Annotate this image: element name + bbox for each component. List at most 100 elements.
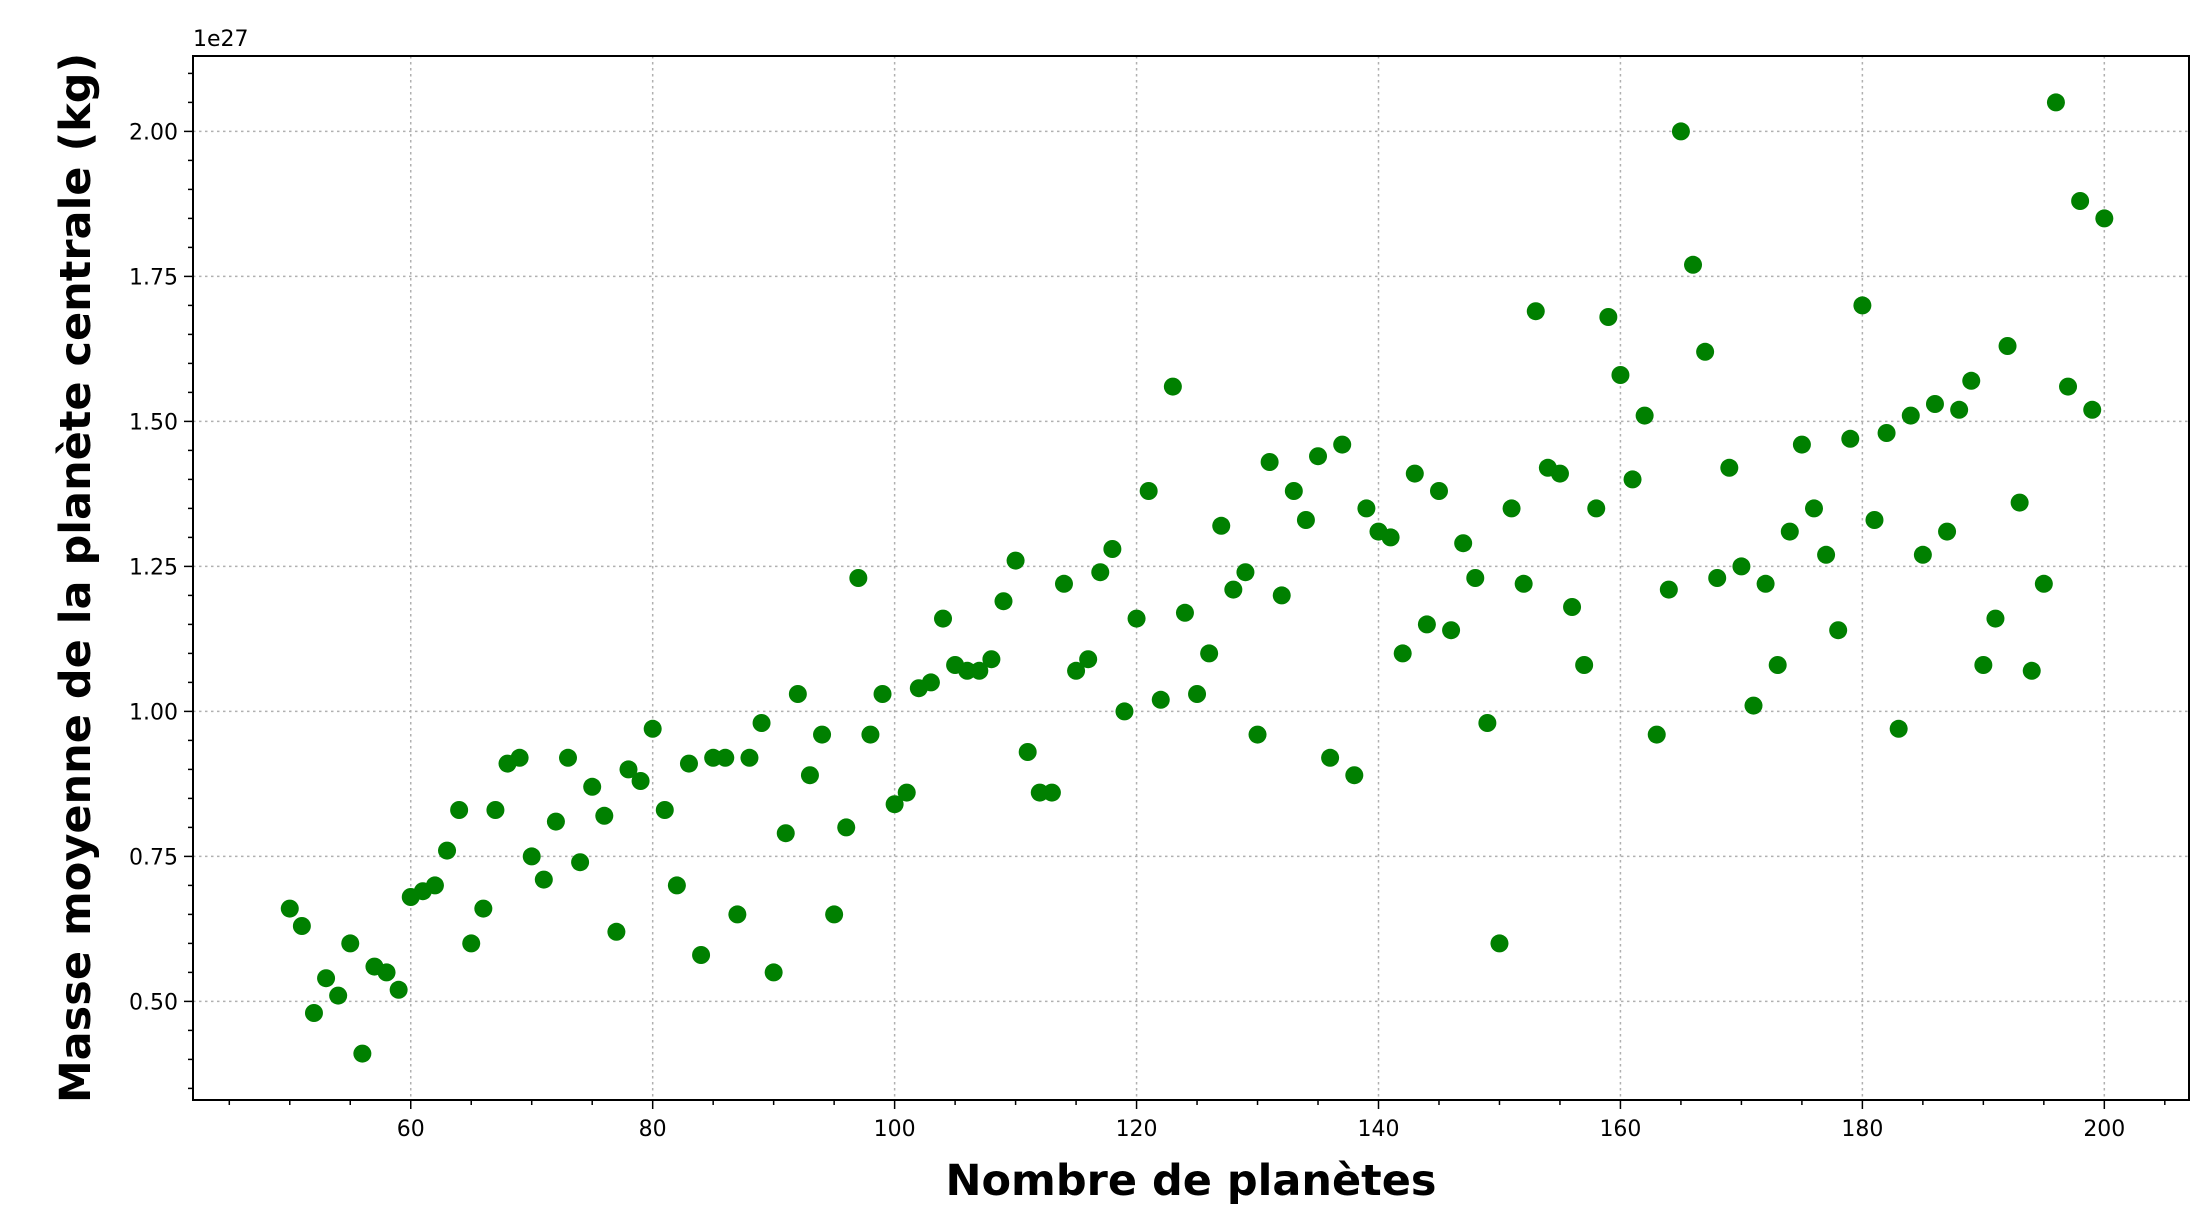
data-point	[1260, 453, 1279, 471]
plot-frame	[192, 55, 2190, 1101]
data-point	[837, 818, 856, 837]
data-point	[1175, 603, 1194, 622]
data-point	[341, 934, 360, 953]
data-point	[462, 934, 481, 953]
data-point	[1091, 563, 1110, 582]
data-point	[1768, 656, 1787, 674]
data-point	[643, 719, 662, 738]
data-point	[1115, 702, 1134, 721]
axis-ticks: 60 80 100 120 140 160 180 200 0.50 0.75 1.00 1.25 1.…	[129, 72, 2166, 1142]
data-point	[1067, 661, 1086, 680]
data-point	[849, 569, 868, 587]
data-point	[1079, 650, 1098, 669]
y-tick-label: 0.75	[129, 845, 178, 870]
data-point	[1950, 400, 1969, 419]
data-point	[1623, 470, 1642, 489]
data-point	[450, 801, 469, 819]
data-point	[873, 685, 892, 703]
data-point	[1006, 551, 1025, 570]
data-point	[921, 673, 940, 692]
data-point	[825, 905, 844, 924]
data-point	[885, 795, 904, 814]
data-point	[474, 899, 493, 918]
data-point	[522, 847, 541, 866]
data-point	[329, 986, 348, 1005]
y-tick-label: 0.50	[129, 990, 178, 1015]
data-point	[1647, 725, 1666, 744]
data-point	[317, 969, 336, 988]
data-point	[679, 754, 698, 773]
grid	[193, 56, 2189, 1100]
data-points	[280, 93, 2114, 1063]
x-axis-title: Nombre de planètes	[946, 1156, 1437, 1206]
data-point	[1127, 609, 1146, 628]
data-point	[559, 748, 578, 767]
x-tick-label: 80	[639, 1117, 667, 1142]
data-point	[1163, 377, 1182, 396]
data-point	[1780, 522, 1799, 541]
data-point	[752, 714, 771, 732]
data-point	[1405, 464, 1424, 483]
data-point	[534, 870, 553, 889]
data-point	[1925, 395, 1944, 413]
x-tick-label: 60	[397, 1117, 425, 1142]
data-point	[1974, 656, 1993, 674]
data-point	[1018, 743, 1037, 761]
x-tick-label: 200	[2083, 1117, 2125, 1142]
data-point	[1514, 574, 1533, 593]
data-point	[1550, 464, 1569, 483]
data-point	[1490, 934, 1509, 953]
data-point	[1103, 540, 1122, 558]
data-point	[897, 783, 916, 802]
data-point	[1611, 366, 1630, 384]
data-point	[304, 1004, 323, 1022]
y-tick-label: 1.75	[129, 265, 178, 290]
data-point	[982, 650, 1001, 669]
data-point	[800, 766, 819, 785]
data-point	[2010, 493, 2029, 512]
y-tick-label: 2.00	[129, 120, 178, 145]
data-point	[1587, 499, 1606, 518]
data-point	[1756, 574, 1775, 593]
y-offset-text: 1e27	[193, 27, 249, 52]
data-point	[1526, 302, 1545, 321]
data-point	[934, 609, 953, 628]
data-point	[1696, 342, 1715, 361]
data-point	[1804, 499, 1823, 518]
data-point	[1502, 499, 1521, 518]
data-point	[1333, 435, 1352, 454]
data-point	[1744, 696, 1763, 715]
data-point	[1986, 609, 2005, 628]
data-point	[1684, 255, 1703, 274]
data-point	[788, 685, 807, 703]
data-point	[740, 748, 759, 767]
data-point	[1454, 534, 1473, 553]
data-point	[377, 963, 396, 982]
y-tick-label: 1.00	[129, 700, 178, 725]
data-point	[1139, 482, 1158, 500]
data-point	[353, 1044, 372, 1063]
data-point	[1720, 458, 1739, 477]
data-point	[1817, 545, 1836, 564]
data-point	[2059, 377, 2078, 396]
data-point	[1042, 783, 1061, 802]
data-point	[1635, 406, 1654, 425]
data-point	[292, 917, 311, 935]
data-point	[1841, 429, 1860, 448]
data-point	[1829, 621, 1848, 640]
data-point	[1200, 644, 1219, 663]
data-point	[1792, 435, 1811, 454]
data-point	[2022, 661, 2041, 680]
data-point	[389, 980, 408, 999]
data-point	[1357, 499, 1376, 518]
data-point	[619, 760, 638, 779]
data-point	[425, 876, 444, 895]
x-tick-label: 160	[1599, 1117, 1641, 1142]
data-point	[970, 661, 989, 680]
data-point	[1478, 714, 1497, 732]
data-point	[438, 841, 457, 860]
data-point	[764, 963, 783, 982]
data-point	[1272, 586, 1291, 605]
data-point	[1877, 424, 1896, 442]
